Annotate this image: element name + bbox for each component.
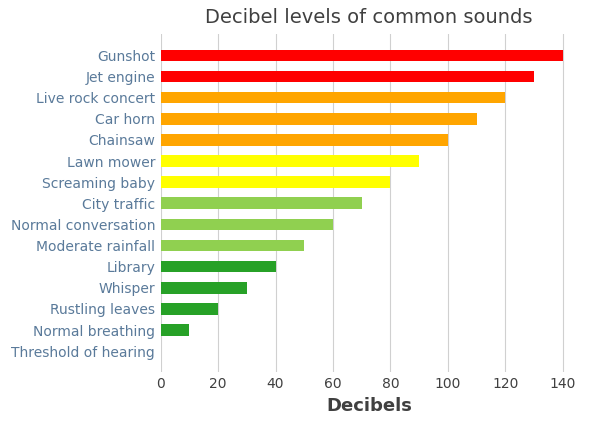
Bar xyxy=(161,134,448,146)
Bar xyxy=(161,240,304,251)
Bar xyxy=(161,50,563,61)
Bar xyxy=(161,261,275,273)
Bar xyxy=(161,155,419,167)
Bar xyxy=(161,113,477,125)
Bar xyxy=(161,324,189,336)
Bar xyxy=(161,92,505,104)
Bar xyxy=(161,219,333,230)
X-axis label: Decibels: Decibels xyxy=(326,397,412,415)
Bar xyxy=(161,303,218,315)
Bar xyxy=(161,71,534,82)
Title: Decibel levels of common sounds: Decibel levels of common sounds xyxy=(205,8,533,27)
Bar xyxy=(161,282,247,294)
Bar xyxy=(161,197,362,209)
Bar xyxy=(161,176,390,188)
